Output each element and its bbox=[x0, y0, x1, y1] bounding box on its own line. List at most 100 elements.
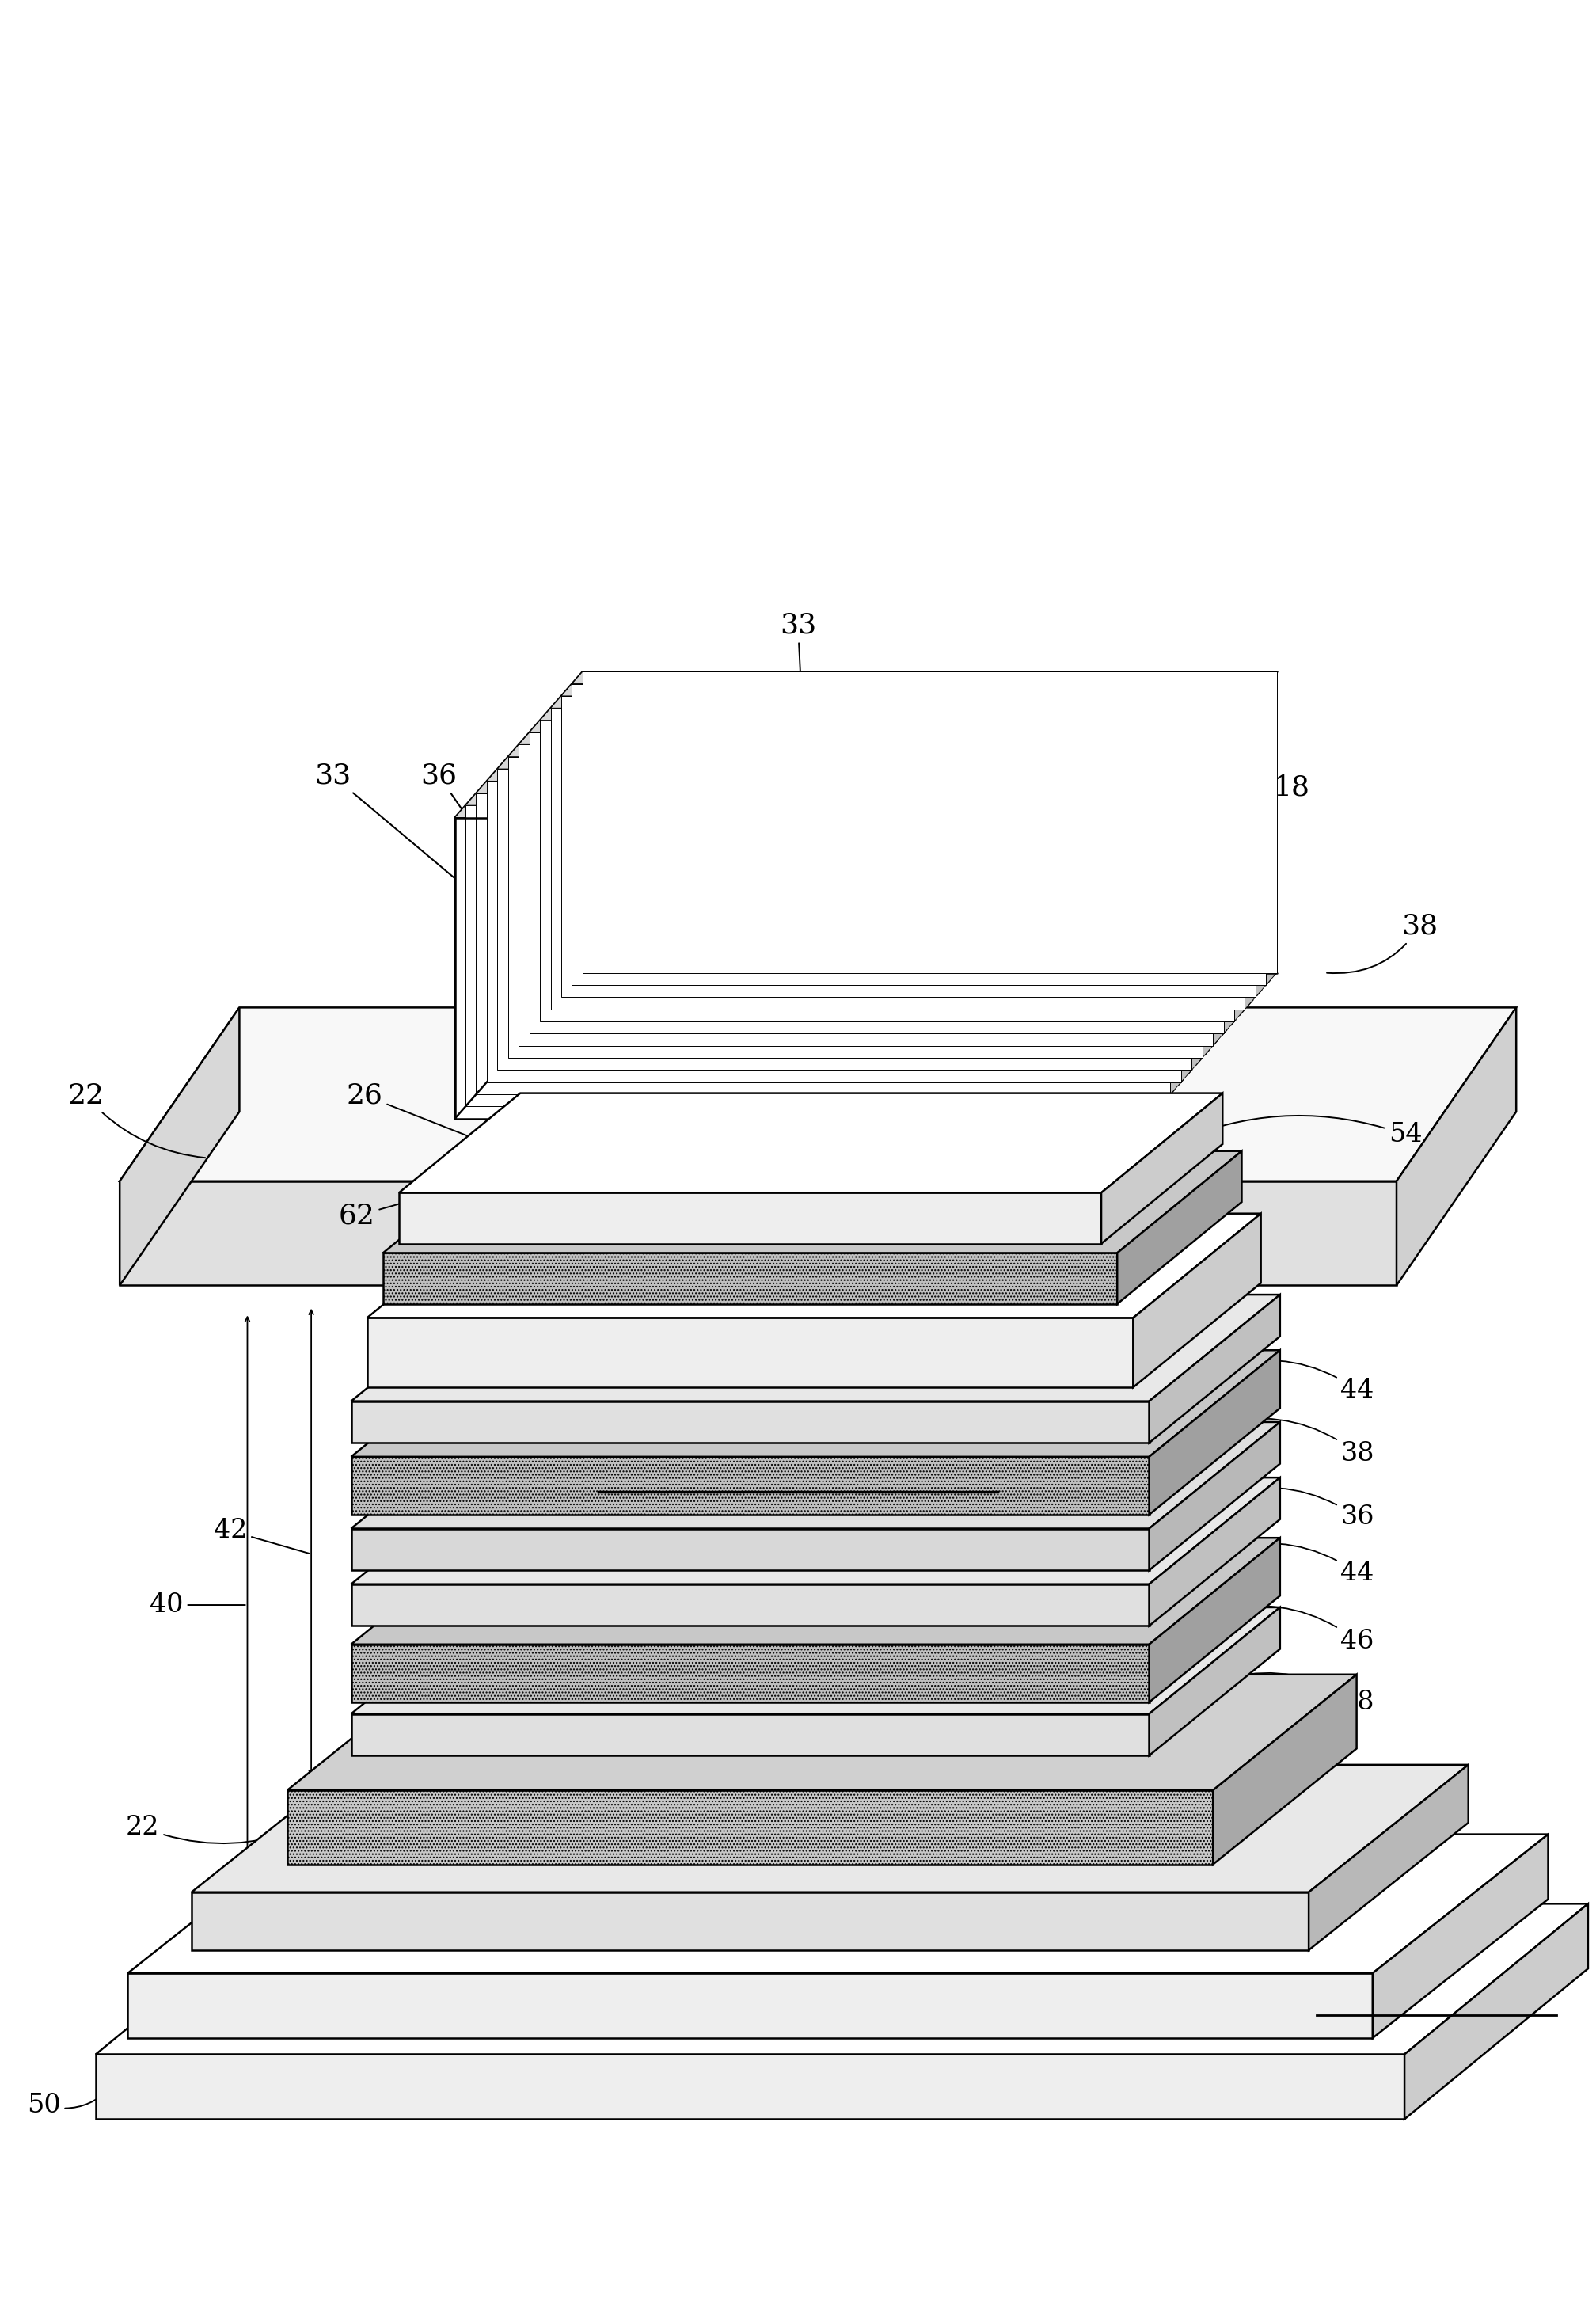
Polygon shape bbox=[508, 746, 1213, 757]
Polygon shape bbox=[551, 709, 1245, 1010]
Polygon shape bbox=[1234, 709, 1245, 1021]
Text: 26: 26 bbox=[346, 1082, 469, 1137]
Polygon shape bbox=[351, 1457, 1149, 1515]
Polygon shape bbox=[539, 709, 1245, 720]
Polygon shape bbox=[1266, 672, 1277, 984]
Text: 62: 62 bbox=[1309, 1982, 1494, 2017]
Polygon shape bbox=[367, 1214, 1261, 1318]
Text: 48: 48 bbox=[752, 1749, 879, 1783]
Polygon shape bbox=[476, 792, 1170, 1095]
Polygon shape bbox=[192, 1892, 1309, 1950]
Polygon shape bbox=[530, 720, 1234, 732]
Polygon shape bbox=[571, 683, 1266, 984]
Polygon shape bbox=[367, 1318, 1133, 1387]
Polygon shape bbox=[1133, 1214, 1261, 1387]
Text: 38: 38 bbox=[1326, 913, 1438, 973]
Polygon shape bbox=[487, 769, 1192, 780]
Polygon shape bbox=[530, 732, 1224, 1033]
Text: 56: 56 bbox=[669, 1204, 733, 1258]
Text: 44: 44 bbox=[1216, 1542, 1374, 1586]
Polygon shape bbox=[455, 806, 1160, 818]
Text: Figure 1: Figure 1 bbox=[717, 1452, 879, 1489]
Polygon shape bbox=[551, 695, 1256, 709]
Polygon shape bbox=[571, 672, 1277, 683]
Polygon shape bbox=[1396, 1007, 1516, 1285]
Polygon shape bbox=[1149, 1350, 1280, 1515]
Polygon shape bbox=[383, 1253, 1117, 1304]
Polygon shape bbox=[351, 1714, 1149, 1756]
Text: 38: 38 bbox=[1216, 1672, 1374, 1716]
Polygon shape bbox=[1245, 695, 1256, 1010]
Polygon shape bbox=[351, 1350, 1280, 1457]
Polygon shape bbox=[1170, 780, 1181, 1095]
Polygon shape bbox=[1213, 732, 1224, 1047]
Polygon shape bbox=[498, 757, 1202, 769]
Polygon shape bbox=[583, 672, 1277, 973]
Text: Figure 2: Figure 2 bbox=[1325, 1980, 1467, 2013]
Text: 36: 36 bbox=[1216, 1487, 1374, 1531]
Polygon shape bbox=[1373, 1834, 1548, 2038]
Text: 60: 60 bbox=[1066, 1209, 1154, 1258]
Polygon shape bbox=[1149, 1478, 1280, 1626]
Polygon shape bbox=[1101, 1093, 1223, 1244]
Polygon shape bbox=[287, 1790, 1213, 1864]
Text: 33: 33 bbox=[314, 762, 468, 889]
Text: 58: 58 bbox=[669, 2031, 749, 2061]
Polygon shape bbox=[466, 806, 1160, 1107]
Polygon shape bbox=[399, 1093, 1223, 1193]
Polygon shape bbox=[120, 1007, 1516, 1181]
Polygon shape bbox=[1404, 1904, 1588, 2119]
Text: 44: 44 bbox=[1216, 1359, 1374, 1403]
Text: 40: 40 bbox=[150, 1593, 246, 1617]
Polygon shape bbox=[1149, 1607, 1280, 1756]
Polygon shape bbox=[1213, 1674, 1357, 1864]
Polygon shape bbox=[120, 1181, 1397, 1285]
Text: 24: 24 bbox=[749, 1952, 784, 2031]
Text: 46: 46 bbox=[1286, 1756, 1374, 1804]
Text: 18: 18 bbox=[573, 2040, 608, 2119]
Polygon shape bbox=[351, 1584, 1149, 1626]
Polygon shape bbox=[1309, 1765, 1468, 1950]
Text: 38: 38 bbox=[796, 1248, 832, 1299]
Polygon shape bbox=[351, 1538, 1280, 1644]
Polygon shape bbox=[1160, 792, 1170, 1107]
Polygon shape bbox=[1149, 1538, 1280, 1702]
Text: 46: 46 bbox=[1216, 1605, 1374, 1654]
Polygon shape bbox=[351, 1401, 1149, 1443]
Text: 62: 62 bbox=[338, 1188, 453, 1230]
Polygon shape bbox=[1181, 769, 1192, 1082]
Polygon shape bbox=[1202, 746, 1213, 1058]
Polygon shape bbox=[351, 1644, 1149, 1702]
Polygon shape bbox=[455, 818, 1149, 1119]
Polygon shape bbox=[96, 2054, 1404, 2119]
Text: 18: 18 bbox=[1238, 774, 1310, 843]
Polygon shape bbox=[351, 1478, 1280, 1584]
Polygon shape bbox=[455, 672, 583, 1119]
Polygon shape bbox=[1149, 1295, 1280, 1443]
Polygon shape bbox=[508, 757, 1202, 1058]
Text: 42: 42 bbox=[214, 1519, 310, 1554]
Polygon shape bbox=[383, 1151, 1242, 1253]
Polygon shape bbox=[1224, 720, 1234, 1033]
Text: 54: 54 bbox=[1176, 1116, 1422, 1146]
Polygon shape bbox=[96, 1904, 1588, 2054]
Polygon shape bbox=[351, 1295, 1280, 1401]
Text: 24: 24 bbox=[437, 1241, 485, 1283]
Polygon shape bbox=[1149, 806, 1160, 1119]
Polygon shape bbox=[351, 1529, 1149, 1570]
Polygon shape bbox=[1149, 1422, 1280, 1570]
Text: 36: 36 bbox=[421, 762, 509, 878]
Text: 36: 36 bbox=[669, 692, 741, 813]
Text: 38: 38 bbox=[1216, 1417, 1374, 1466]
Polygon shape bbox=[120, 1007, 239, 1285]
Polygon shape bbox=[128, 1973, 1373, 2038]
Polygon shape bbox=[351, 1422, 1280, 1529]
Text: 22: 22 bbox=[126, 1816, 302, 1844]
Polygon shape bbox=[1256, 683, 1266, 996]
Polygon shape bbox=[498, 769, 1192, 1070]
Text: 33: 33 bbox=[780, 611, 816, 785]
Text: 52: 52 bbox=[401, 1309, 560, 1353]
Polygon shape bbox=[1117, 1151, 1242, 1304]
Polygon shape bbox=[466, 792, 1170, 806]
Polygon shape bbox=[519, 732, 1224, 746]
